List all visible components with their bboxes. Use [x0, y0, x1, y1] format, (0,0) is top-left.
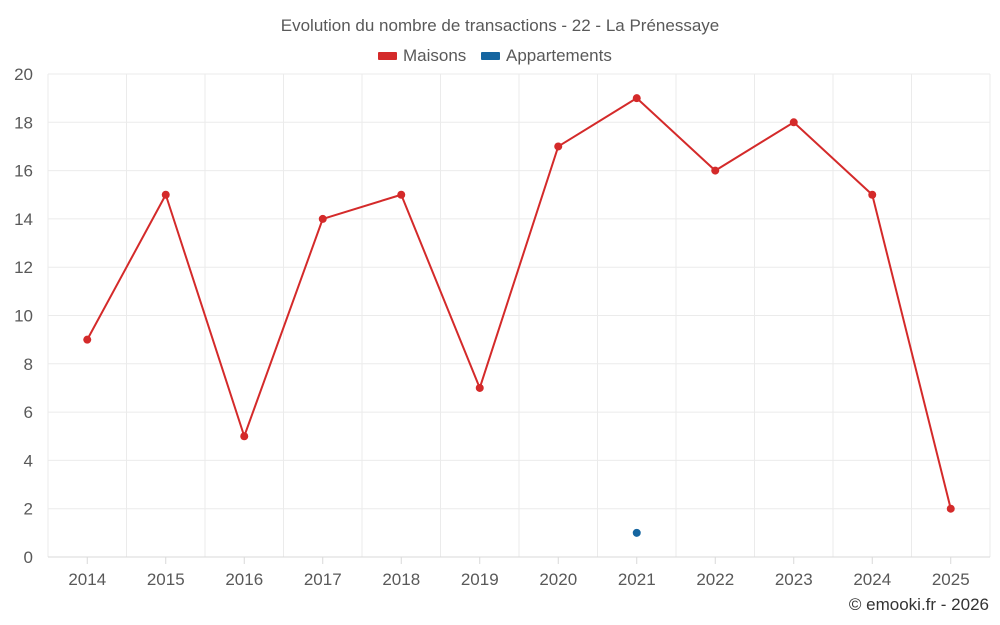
- x-tick-label: 2016: [225, 570, 263, 589]
- data-point-maisons-2024[interactable]: [868, 190, 877, 199]
- x-tick-label: 2022: [696, 570, 734, 589]
- legend-swatch-appartements: [481, 52, 500, 60]
- x-tick-label: 2018: [382, 570, 420, 589]
- data-point-maisons-2018[interactable]: [397, 190, 406, 199]
- x-tick-label: 2020: [539, 570, 577, 589]
- data-point-maisons-2014[interactable]: [83, 335, 92, 344]
- x-tick-label: 2025: [932, 570, 970, 589]
- data-point-appartements-2021[interactable]: [632, 528, 641, 537]
- legend-label-appartements: Appartements: [506, 46, 612, 65]
- x-tick-label: 2014: [68, 570, 106, 589]
- chart-title: Evolution du nombre de transactions - 22…: [281, 16, 719, 35]
- data-point-maisons-2020[interactable]: [554, 142, 563, 151]
- x-tick-label: 2024: [853, 570, 891, 589]
- legend: Maisons Appartements: [378, 46, 612, 65]
- x-tick-label: 2019: [461, 570, 499, 589]
- series-line-maisons: [86, 97, 952, 509]
- y-tick-label: 2: [24, 500, 33, 519]
- y-tick-label: 16: [14, 162, 33, 181]
- data-point-maisons-2015[interactable]: [161, 190, 170, 199]
- x-tick-label: 2021: [618, 570, 656, 589]
- x-tick-label: 2015: [147, 570, 185, 589]
- legend-label-maisons: Maisons: [403, 46, 466, 65]
- y-tick-label: 12: [14, 258, 33, 277]
- y-tick-label: 6: [24, 403, 33, 422]
- x-axis-ticks: 2014 2015 2016 2017 2018 2019 2020 2021 2022 2023…: [68, 557, 970, 589]
- y-tick-label: 14: [14, 210, 33, 229]
- data-point-maisons-2017[interactable]: [318, 214, 327, 223]
- legend-item-appartements[interactable]: Appartements: [481, 46, 612, 65]
- x-tick-label: 2023: [775, 570, 813, 589]
- y-axis-ticks: 0 2 4 6 8 10 12 14 16 18 20: [14, 65, 33, 567]
- grid: [47, 73, 991, 557]
- x-tick-label: 2017: [304, 570, 342, 589]
- y-tick-label: 18: [14, 113, 33, 132]
- data-point-maisons-2019[interactable]: [475, 383, 484, 392]
- data-point-maisons-2021[interactable]: [632, 94, 641, 103]
- y-tick-label: 4: [24, 451, 33, 470]
- data-point-maisons-2022[interactable]: [711, 166, 720, 175]
- y-tick-label: 0: [24, 548, 33, 567]
- legend-item-maisons[interactable]: Maisons: [378, 46, 466, 65]
- y-tick-label: 8: [24, 355, 33, 374]
- y-tick-label: 20: [14, 65, 33, 84]
- data-point-maisons-2023[interactable]: [789, 118, 798, 127]
- credit-text: © emooki.fr - 2026: [849, 595, 989, 614]
- legend-swatch-maisons: [378, 52, 397, 60]
- data-point-maisons-2016[interactable]: [240, 432, 249, 441]
- series-layer: [83, 94, 955, 537]
- data-point-maisons-2025[interactable]: [946, 504, 955, 513]
- y-tick-label: 10: [14, 307, 33, 326]
